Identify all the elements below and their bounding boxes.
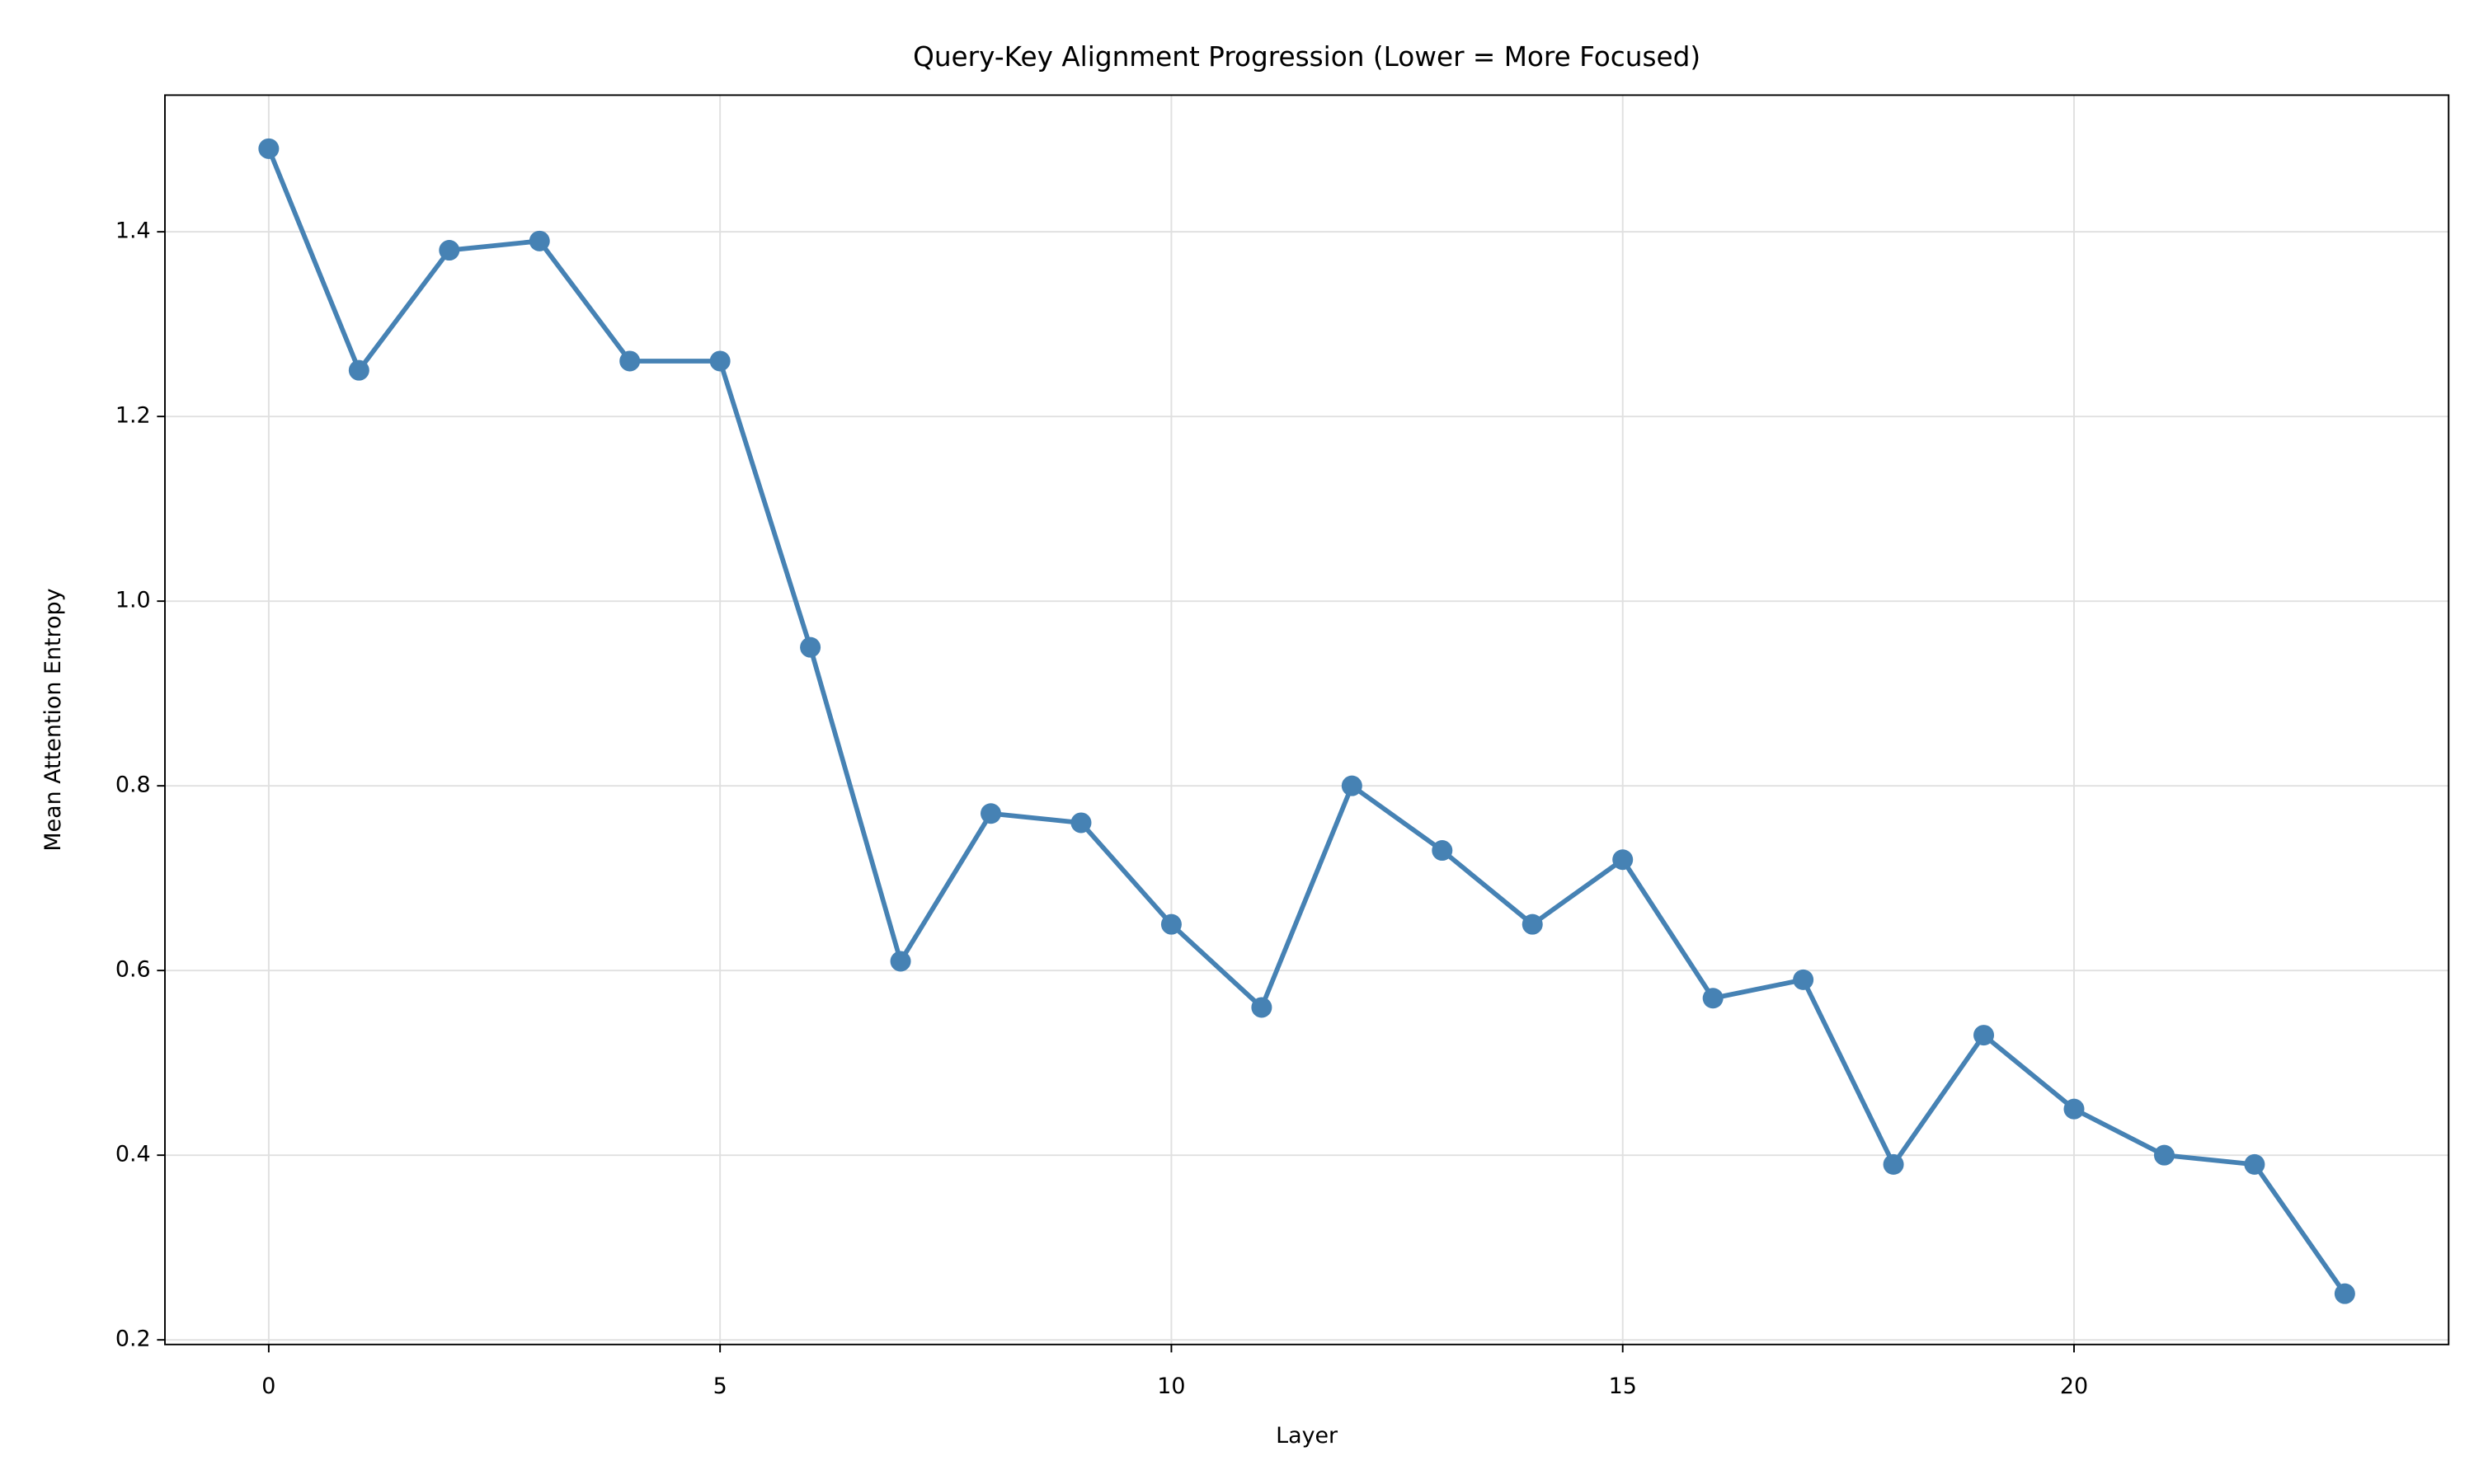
marker <box>1883 1153 1904 1175</box>
plot <box>258 138 2355 1304</box>
y-tick-label: 0.4 <box>115 1142 151 1167</box>
marker <box>890 951 911 972</box>
marker <box>2334 1283 2355 1304</box>
marker <box>1522 913 1543 935</box>
marker <box>1702 988 1724 1009</box>
x-tick-label: 10 <box>1157 1374 1185 1399</box>
marker <box>800 636 821 658</box>
x-tick-label: 20 <box>2060 1374 2088 1399</box>
marker <box>1070 812 1092 834</box>
y-tick-label: 1.2 <box>115 403 151 429</box>
y-tick-label: 0.8 <box>115 773 151 798</box>
marker <box>1793 969 1814 990</box>
marker <box>1341 775 1362 796</box>
axes-frame <box>164 94 2450 1345</box>
grid <box>165 95 2449 1345</box>
y-tick-label: 1.4 <box>115 218 151 244</box>
x-tick-label: 5 <box>713 1374 727 1399</box>
marker <box>529 230 550 251</box>
marker <box>981 803 1002 824</box>
marker <box>619 350 641 372</box>
x-tick-label: 15 <box>1609 1374 1637 1399</box>
marker <box>2244 1153 2265 1175</box>
x-axis-label: Layer <box>1276 1423 1338 1449</box>
ticks: 0.2 0.4 0.6 0.8 1.0 1.2 1.4 0 5 10 15 20 <box>115 218 2088 1400</box>
y-tick-label: 1.0 <box>115 588 151 613</box>
y-tick-label: 0.6 <box>115 957 151 983</box>
line <box>266 148 2347 1295</box>
marker <box>1612 849 1634 871</box>
marker <box>2153 1144 2175 1166</box>
marker <box>1251 997 1272 1018</box>
y-axis-label: Mean Attention Entropy <box>40 588 66 851</box>
marker <box>258 138 280 159</box>
marker <box>709 350 731 372</box>
marker <box>2063 1098 2085 1120</box>
marker <box>1160 913 1182 935</box>
marker <box>1973 1025 1995 1046</box>
marker <box>1432 840 1453 862</box>
y-tick-label: 0.2 <box>115 1327 151 1352</box>
marker <box>439 240 460 261</box>
x-tick-label: 0 <box>261 1374 275 1399</box>
chart-title: Query-Key Alignment Progression (Lower =… <box>913 41 1700 73</box>
marker <box>348 359 369 381</box>
